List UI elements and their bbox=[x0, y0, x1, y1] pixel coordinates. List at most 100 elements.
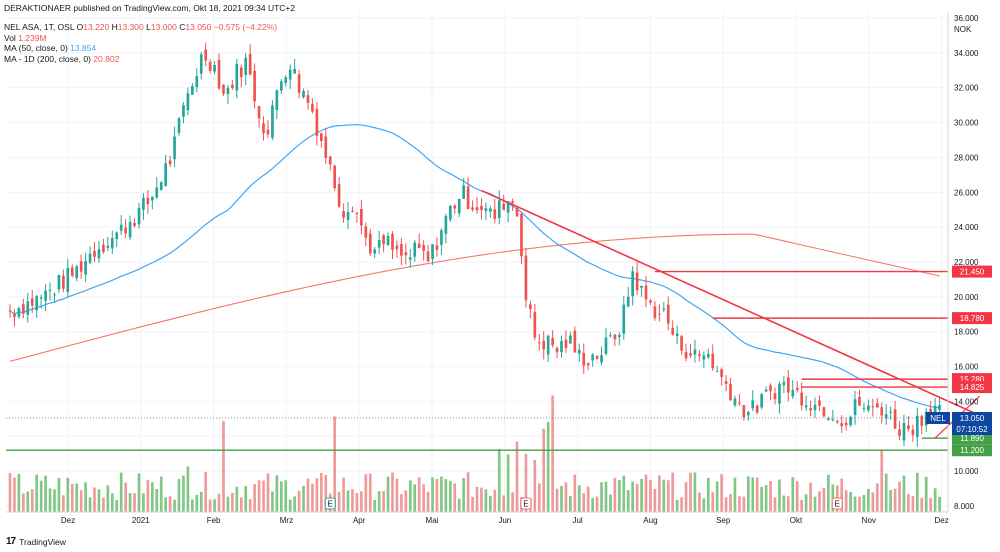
volume-bar bbox=[617, 480, 621, 512]
candle-body bbox=[497, 200, 501, 219]
candle-body bbox=[66, 267, 70, 293]
candle-body bbox=[729, 384, 732, 401]
candle-body bbox=[809, 408, 812, 411]
volume-bar bbox=[484, 489, 488, 512]
tradingview-footer[interactable]: 17 TradingView bbox=[6, 536, 66, 547]
candle-body bbox=[600, 355, 603, 363]
price-tick-label: 24.000 bbox=[954, 223, 979, 232]
candle-body bbox=[840, 423, 844, 427]
candle-body bbox=[693, 349, 697, 355]
volume-bar bbox=[644, 474, 648, 512]
price-axis[interactable]: 36.000 34.000 32.000 30.000 28.000 26.000 24.0… bbox=[947, 12, 979, 512]
price-tick-label: 30.000 bbox=[954, 119, 979, 128]
volume-bar bbox=[377, 491, 381, 512]
ohlc-close: 13.050 bbox=[185, 22, 212, 32]
volume-bar bbox=[106, 485, 110, 512]
volume-bar bbox=[142, 493, 145, 512]
symbol-row: NEL ASA, 1T, OSL O13.220 H13.300 L13.000… bbox=[4, 22, 295, 33]
volume-bar bbox=[573, 474, 577, 512]
volume-bar bbox=[729, 494, 732, 512]
candle-body bbox=[586, 363, 590, 366]
candle-body bbox=[782, 382, 786, 386]
volume-bar bbox=[217, 493, 221, 512]
candle-body bbox=[150, 196, 154, 201]
candle-body bbox=[822, 407, 826, 417]
time-tick-label: Feb bbox=[207, 516, 221, 525]
price-tick-label: 22.000 bbox=[954, 258, 979, 267]
candle-body bbox=[128, 222, 132, 238]
volume-bar bbox=[755, 477, 759, 512]
volume-bar bbox=[604, 481, 608, 512]
candle-body bbox=[75, 266, 79, 279]
volume-bar bbox=[342, 477, 345, 512]
candle-body bbox=[471, 207, 474, 210]
volume-bar bbox=[57, 477, 61, 512]
symbol-name: NEL ASA, 1T, OSL bbox=[4, 22, 75, 32]
volume-bar bbox=[70, 483, 74, 512]
candle-body bbox=[346, 212, 350, 220]
volume-bar bbox=[920, 497, 924, 512]
volume-bar bbox=[360, 491, 363, 512]
symbol-tag bbox=[926, 411, 950, 424]
level-tag-label: 21.450 bbox=[960, 268, 985, 277]
volume-bar bbox=[658, 475, 661, 512]
volume-bar bbox=[186, 466, 190, 512]
volume-bar bbox=[480, 487, 483, 512]
candle-body bbox=[898, 429, 901, 436]
candle-body bbox=[537, 342, 541, 344]
volume-bar bbox=[715, 481, 719, 512]
volume-bar bbox=[711, 492, 715, 512]
candle-body bbox=[746, 412, 750, 416]
time-tick-label: Apr bbox=[353, 516, 366, 525]
volume-bar bbox=[511, 492, 514, 512]
time-tick-label: Mai bbox=[426, 516, 439, 525]
volume-bar bbox=[124, 482, 127, 512]
volume-bar bbox=[191, 499, 194, 512]
candle-body bbox=[182, 105, 185, 117]
time-axis[interactable]: Dez 2021 Feb Mrz Apr Mai Jun Jul Aug Sep Okt Nov Dez bbox=[6, 511, 949, 525]
volume-bar bbox=[444, 479, 448, 512]
volume-bar bbox=[53, 489, 56, 512]
volume-bar bbox=[39, 480, 43, 512]
candle-body bbox=[569, 335, 572, 344]
candle-body bbox=[97, 249, 101, 259]
level-tag-label: 18.780 bbox=[960, 314, 985, 323]
candle-body bbox=[617, 334, 621, 337]
candle-body bbox=[8, 310, 12, 312]
candle-body bbox=[800, 392, 804, 406]
downtrend-line bbox=[481, 189, 980, 417]
volume-bar bbox=[400, 494, 403, 512]
countdown-tag bbox=[952, 423, 992, 435]
volume-bar bbox=[75, 483, 79, 512]
candle-body bbox=[933, 405, 937, 413]
volume-bar bbox=[537, 483, 541, 512]
candle-body bbox=[506, 201, 510, 213]
volume-bar bbox=[653, 488, 657, 512]
volume-row: Vol 1.239M bbox=[4, 33, 295, 44]
volume-bar bbox=[662, 479, 666, 512]
volume-bar bbox=[738, 496, 741, 512]
price-tick-label: 34.000 bbox=[954, 49, 979, 58]
volume-bar bbox=[497, 448, 501, 512]
chart-legend: DERAKTIONAER published on TradingView.co… bbox=[4, 3, 295, 64]
volume-bar bbox=[582, 493, 586, 512]
volume-bar bbox=[778, 479, 781, 512]
candle-body bbox=[480, 205, 483, 210]
candle-body bbox=[426, 251, 430, 262]
volume-bar bbox=[346, 490, 350, 512]
candle-body bbox=[640, 285, 643, 288]
volume-bar bbox=[929, 498, 932, 512]
candle-body bbox=[671, 327, 675, 335]
volume-bar bbox=[440, 476, 443, 512]
volume-bar bbox=[119, 472, 123, 512]
volume-bar bbox=[355, 493, 359, 512]
chart-grid bbox=[6, 12, 948, 512]
volume-label: Vol bbox=[4, 32, 16, 43]
published-line: DERAKTIONAER published on TradingView.co… bbox=[4, 3, 296, 13]
volume-bar bbox=[279, 481, 283, 512]
level-tag bbox=[952, 432, 992, 445]
candle-body bbox=[778, 383, 781, 404]
candle-body bbox=[475, 207, 479, 211]
